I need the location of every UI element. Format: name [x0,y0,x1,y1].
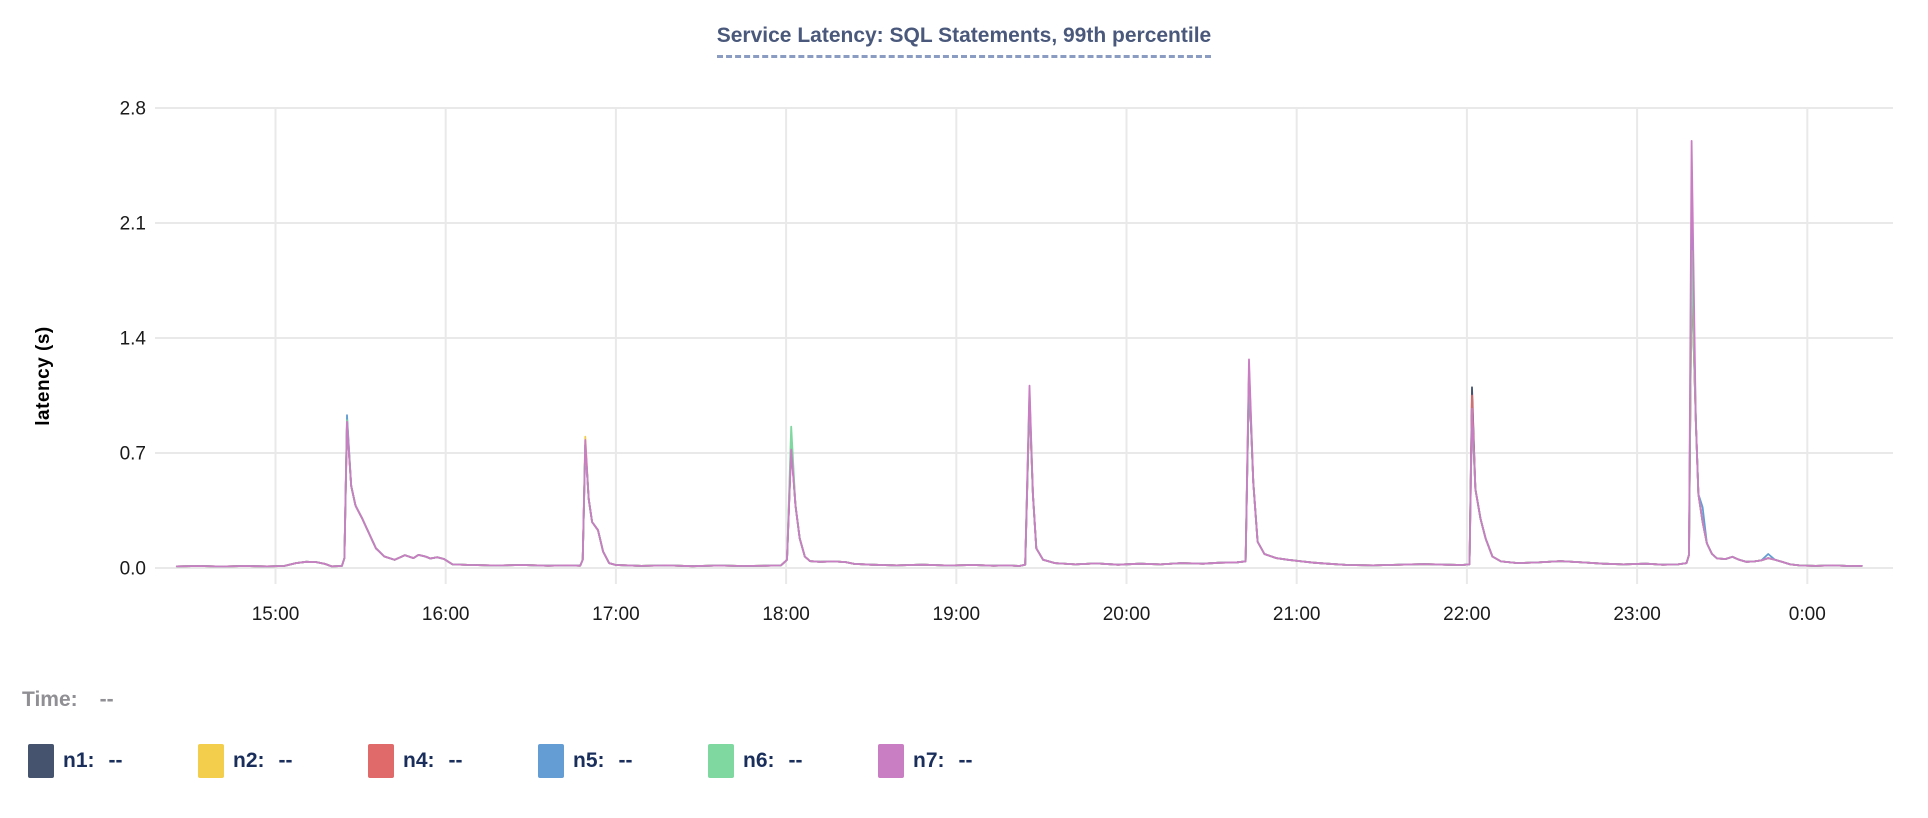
y-tick-label: 1.4 [120,329,147,350]
series-legend: n1: -- n2: -- n4: -- n5: -- n6: -- n7: -- [28,744,1048,778]
y-axis-title: latency (s) [33,326,54,426]
legend-label-n1: n1: [63,749,95,772]
legend-value-n2: -- [278,749,293,772]
series-line-n7 [175,139,1863,568]
latency-line-chart[interactable]: 0.0 0.7 1.4 2.1 2.8 15:00 16:00 17:00 18:00 19:00… [0,0,1928,650]
legend-item-n7: n7: -- [878,744,1048,778]
legend-value-n5: -- [618,749,633,772]
legend-value-n1: -- [108,749,123,772]
time-label: Time: [22,688,78,711]
time-readout-row: Time: -- [22,688,114,712]
x-tick-label: 22:00 [1443,604,1491,625]
legend-swatch-n7 [878,744,904,778]
legend-label-n7: n7: [913,749,945,772]
legend-label-n4: n4: [403,749,435,772]
x-tick-label: 16:00 [422,604,470,625]
axis-tick-labels: 0.0 0.7 1.4 2.1 2.8 15:00 16:00 17:00 18:00 19:00… [120,99,1826,626]
legend-label-n5: n5: [573,749,605,772]
time-value: -- [99,688,114,711]
x-tick-label: 18:00 [762,604,810,625]
x-tick-label: 23:00 [1613,604,1661,625]
x-tick-label: 21:00 [1273,604,1321,625]
legend-item-n6: n6: -- [708,744,878,778]
legend-swatch-n1 [28,744,54,778]
series-line-n5 [175,213,1863,568]
series-line-n6 [175,249,1863,568]
y-tick-label: 2.1 [120,214,146,235]
legend-item-n4: n4: -- [368,744,538,778]
x-tick-label: 0:00 [1789,604,1826,625]
series-lines [175,139,1863,568]
legend-value-n7: -- [958,749,973,772]
legend-value-n6: -- [788,749,803,772]
series-line-n2 [175,261,1863,568]
legend-swatch-n4 [368,744,394,778]
gridlines [155,107,1893,584]
legend-swatch-n6 [708,744,734,778]
chart-header: Service Latency: SQL Statements, 99th pe… [0,24,1928,58]
chart-title[interactable]: Service Latency: SQL Statements, 99th pe… [716,24,1212,58]
y-tick-label: 0.0 [120,559,146,580]
legend-item-n5: n5: -- [538,744,708,778]
x-tick-label: 19:00 [933,604,981,625]
y-tick-label: 0.7 [120,444,146,465]
series-line-n4 [175,268,1863,568]
legend-item-n2: n2: -- [198,744,368,778]
legend-value-n4: -- [448,749,463,772]
legend-label-n2: n2: [233,749,265,772]
series-line-n1 [175,271,1863,568]
legend-swatch-n2 [198,744,224,778]
x-tick-label: 20:00 [1103,604,1151,625]
x-tick-label: 17:00 [592,604,640,625]
x-tick-label: 15:00 [252,604,300,625]
legend-swatch-n5 [538,744,564,778]
legend-item-n1: n1: -- [28,744,198,778]
legend-label-n6: n6: [743,749,775,772]
y-tick-label: 2.8 [120,99,146,120]
